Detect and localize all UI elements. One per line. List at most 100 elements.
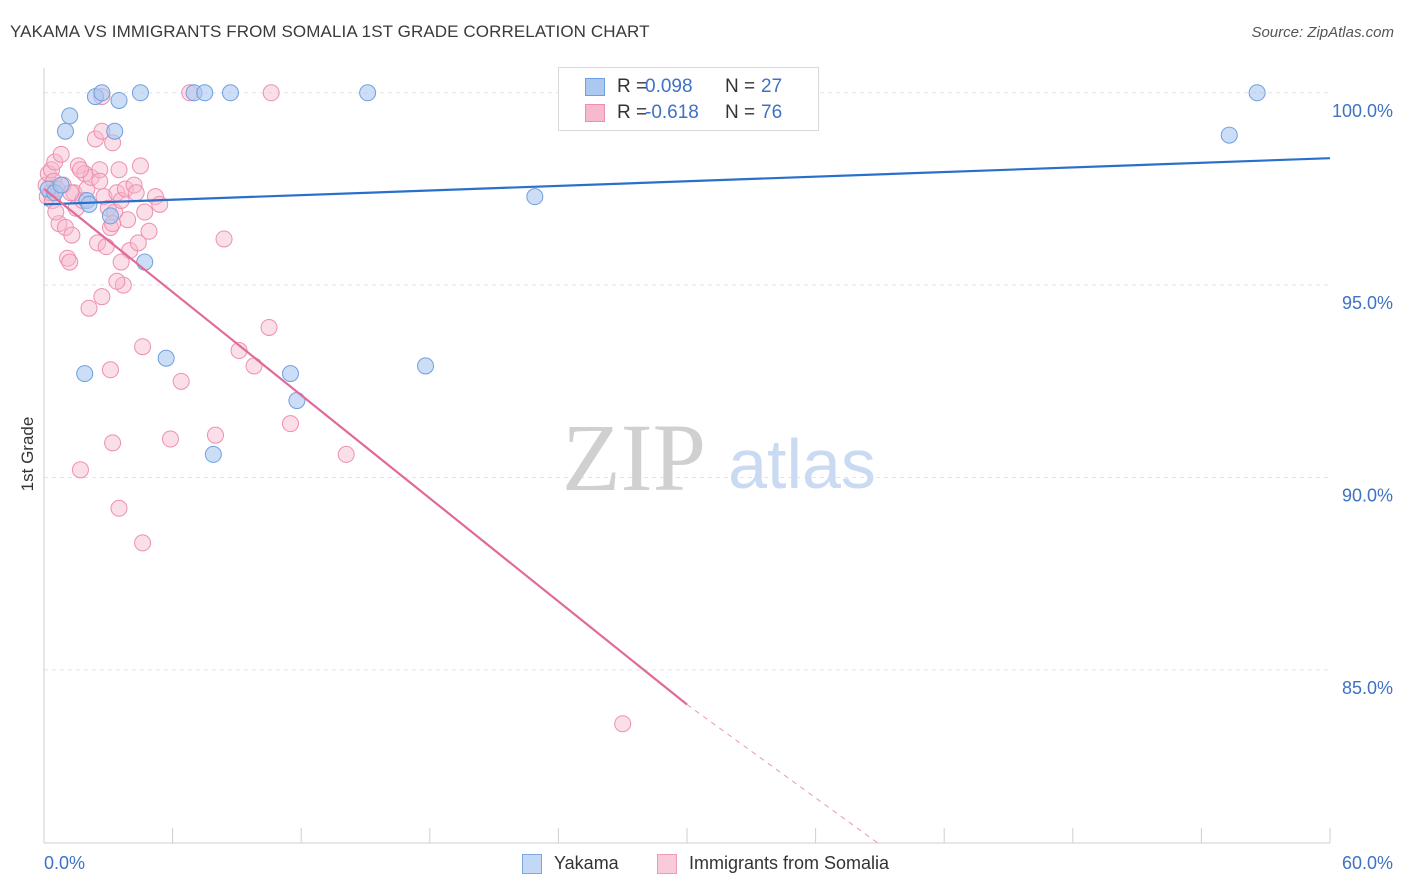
somalia-point: [260, 318, 278, 336]
grid: [44, 92, 1330, 671]
x-tick-label: 60.0%: [1342, 853, 1393, 873]
legend-row-yakama: R = 0.098 N = 27: [585, 75, 782, 99]
somalia-point: [119, 211, 137, 229]
yakama-point: [1220, 126, 1238, 144]
watermark-atlas: atlas: [728, 425, 876, 503]
somalia-point: [47, 203, 65, 221]
somalia-point: [136, 203, 154, 221]
r-value: 0.098: [645, 76, 693, 97]
legend-label: Yakama: [554, 853, 619, 873]
yakama-point: [417, 357, 435, 375]
yakama-trend-line: [43, 157, 1331, 206]
y-tick-label: 90.0%: [1342, 486, 1393, 506]
somalia-point: [104, 434, 122, 452]
r-label: R =: [617, 102, 648, 123]
y-tick-label: 100.0%: [1332, 101, 1393, 121]
yakama-point: [196, 84, 214, 102]
n-label: N =: [725, 102, 756, 123]
somalia-point: [172, 372, 190, 390]
somalia-point: [134, 534, 152, 552]
yakama-point: [56, 122, 74, 140]
watermark-zip: ZIP: [562, 404, 706, 511]
yakama-point: [359, 84, 377, 102]
legend-row-somalia: R = -0.618 N = 76: [585, 101, 782, 125]
somalia-point: [134, 338, 152, 356]
yakama-point: [80, 195, 98, 213]
yakama-point: [61, 107, 79, 125]
somalia-point: [140, 222, 158, 240]
somalia-trend-line: [43, 188, 688, 706]
legend-item-somalia[interactable]: Immigrants from Somalia: [657, 853, 889, 874]
yakama-point: [131, 84, 149, 102]
somalia-point: [91, 172, 109, 190]
yakama-point: [1248, 84, 1266, 102]
somalia-point: [61, 253, 79, 271]
somalia-point: [110, 161, 128, 179]
yakama-point: [101, 207, 119, 225]
somalia-point: [93, 288, 111, 306]
y-tick-label: 85.0%: [1342, 678, 1393, 698]
stats-legend: R = 0.098 N = 27 R = -0.618 N = 76: [558, 67, 819, 131]
yakama-point: [526, 188, 544, 206]
somalia-point: [52, 145, 70, 163]
somalia-point: [614, 715, 632, 733]
y-axis-label: 1st Grade: [18, 416, 37, 492]
somalia-point: [215, 230, 233, 248]
somalia-point: [129, 234, 147, 252]
yakama-points: [39, 84, 1266, 463]
somalia-point: [89, 234, 107, 252]
yakama-point: [106, 122, 124, 140]
n-value: 27: [761, 76, 783, 97]
yakama-swatch: [522, 853, 542, 874]
somalia-point: [337, 445, 355, 463]
x-tick-label: 0.0%: [44, 853, 85, 873]
yakama-point: [204, 445, 222, 463]
chart-title: YAKAMA VS IMMIGRANTS FROM SOMALIA 1ST GR…: [10, 22, 650, 41]
series-legend: Yakama Immigrants from Somalia: [0, 853, 1406, 877]
somalia-trend-extension: [686, 704, 879, 844]
somalia-point: [131, 157, 149, 175]
somalia-point: [97, 238, 115, 256]
y-tick-label: 95.0%: [1342, 293, 1393, 313]
yakama-point: [157, 349, 175, 367]
n-label: N =: [725, 76, 756, 97]
yakama-point: [221, 84, 239, 102]
source-label: Source: ZipAtlas.com: [1251, 24, 1394, 41]
yakama-point: [52, 176, 70, 194]
somalia-point: [108, 272, 126, 290]
somalia-point: [116, 180, 134, 198]
tick-labels: 85.0% 90.0% 95.0% 100.0% 0.0% 60.0%: [44, 101, 1393, 873]
somalia-point: [161, 430, 179, 448]
somalia-points: [37, 84, 632, 733]
yakama-point: [76, 365, 94, 383]
somalia-swatch: [657, 853, 677, 874]
somalia-point: [262, 84, 280, 102]
trend-lines: [43, 157, 1331, 844]
yakama-point: [110, 91, 128, 109]
yakama-point: [136, 253, 154, 271]
somalia-point: [112, 253, 130, 271]
somalia-point: [281, 415, 299, 433]
somalia-point: [80, 299, 98, 317]
somalia-swatch: [585, 104, 605, 122]
yakama-point: [93, 84, 111, 102]
n-value: 76: [761, 102, 783, 123]
yakama-swatch: [585, 78, 605, 96]
watermark: ZIP atlas: [562, 404, 876, 511]
legend-label: Immigrants from Somalia: [689, 853, 890, 873]
somalia-point: [110, 499, 128, 517]
somalia-point: [101, 361, 119, 379]
r-value: -0.618: [645, 102, 699, 123]
yakama-point: [281, 365, 299, 383]
somalia-point: [245, 357, 263, 375]
r-label: R =: [617, 76, 648, 97]
somalia-point: [63, 226, 81, 244]
somalia-point: [71, 461, 89, 479]
somalia-point: [127, 184, 145, 202]
legend-item-yakama[interactable]: Yakama: [522, 853, 619, 874]
somalia-point: [151, 195, 169, 213]
somalia-point: [91, 161, 109, 179]
somalia-point: [206, 426, 224, 444]
somalia-point: [71, 161, 89, 179]
